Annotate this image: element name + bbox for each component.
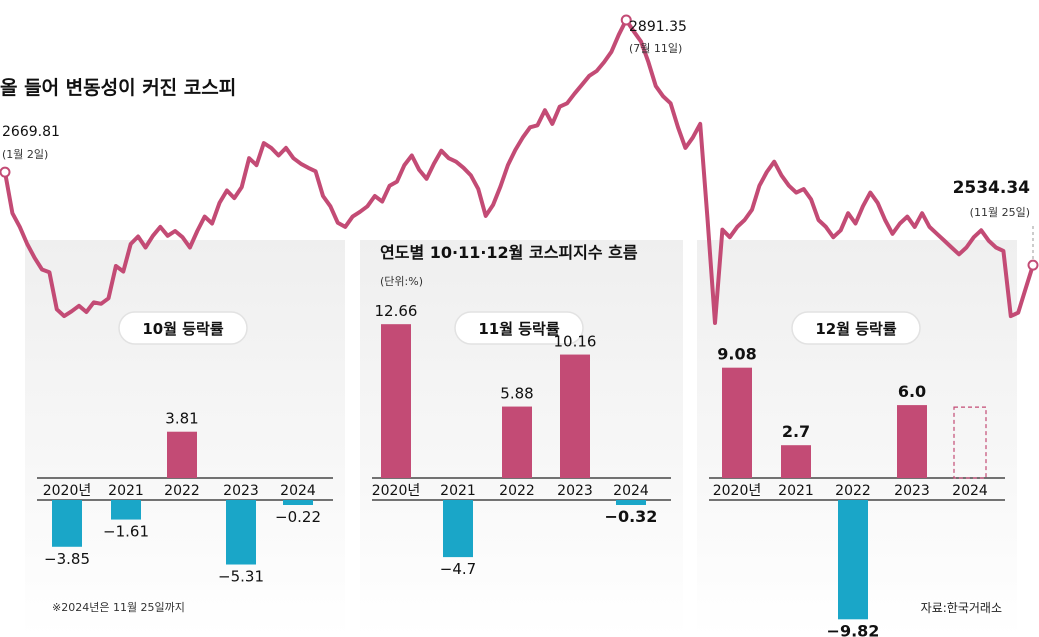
data-label: 3.81 (165, 410, 198, 428)
bar (897, 405, 927, 478)
month-pill-3 (791, 311, 921, 345)
series-point-0 (0, 166, 11, 178)
bar (226, 500, 256, 565)
category-label: 2022 (835, 483, 871, 499)
month-pill-2 (454, 311, 584, 345)
bar (443, 500, 473, 558)
month-pill-1 (118, 311, 248, 345)
annotation-value-1: 2891.35 (629, 19, 687, 35)
data-label: −1.61 (103, 523, 149, 541)
data-label: −9.82 (827, 621, 880, 637)
month-title-2: 11월 등락률 (478, 320, 559, 338)
data-label: 12.66 (375, 302, 418, 320)
bar (167, 431, 197, 478)
kospi-line-layer: 2669.81 (1월 2일) 2891.35 (7월 11일) 2534.34 (11월… (0, 14, 1039, 325)
bar (838, 500, 868, 620)
category-label: 2024 (952, 483, 988, 499)
data-label: −5.31 (218, 568, 264, 586)
annotation-value-2: 2534.34 (953, 178, 1031, 198)
series-point-1 (620, 14, 632, 26)
bar (616, 500, 646, 505)
data-label: −0.32 (605, 507, 658, 526)
category-label: 2020년 (372, 483, 421, 499)
data-label: 5.88 (500, 385, 533, 403)
sub-title: 연도별 10·11·12월 코스피지수 흐름 (380, 243, 638, 262)
month-title-3: 12월 등락률 (815, 320, 896, 338)
data-label: −0.22 (275, 508, 321, 526)
bar-panel-3: 12월 등락률 2020년 9.08 2021 2.7 2022 −9.82 2023 6.0 2… (709, 311, 1005, 637)
category-label: 2023 (557, 483, 593, 499)
kospi-series-line (3, 18, 1035, 325)
data-label: −3.85 (44, 550, 90, 568)
category-label: 2020년 (43, 483, 92, 499)
footnote: ※2024년은 11월 25일까지 (52, 600, 185, 614)
bar (722, 367, 752, 478)
month-title-1: 10월 등락률 (142, 320, 223, 338)
unit-label: (단위:%) (380, 275, 423, 288)
category-label: 2022 (499, 483, 535, 499)
annotation-date-1: (7월 11일) (629, 41, 682, 55)
category-label: 2021 (440, 483, 476, 499)
data-label: −4.7 (440, 560, 476, 578)
data-label: 2.7 (782, 422, 810, 441)
annotation-date-0: (1월 2일) (2, 147, 48, 161)
category-label: 2024 (613, 483, 649, 499)
category-label: 2023 (894, 483, 930, 499)
bar (111, 500, 141, 520)
data-label: 9.08 (717, 345, 756, 364)
series-point-2 (1027, 259, 1039, 271)
annotation-value-0: 2669.81 (2, 124, 60, 140)
category-label: 2022 (164, 483, 200, 499)
bar-panel-1: 10월 등락률 2020년 −3.85 2021 −1.61 2022 3.81 2023 −5… (37, 311, 333, 586)
bar-panel-2: 11월 등락률 2020년 12.66 2021 −4.7 2022 5.88 2023 10.… (372, 302, 671, 578)
category-label: 2021 (108, 483, 144, 499)
bar (560, 354, 590, 478)
data-label: 6.0 (898, 382, 926, 401)
bar (52, 500, 82, 547)
bar-panels: 10월 등락률 2020년 −3.85 2021 −1.61 2022 3.81 2023 −5… (37, 302, 1005, 637)
annotation-date-2: (11월 25일) (970, 205, 1030, 219)
placeholder-bar (953, 406, 987, 479)
bar (502, 406, 532, 478)
main-title: 올 들어 변동성이 커진 코스피 (0, 77, 236, 99)
bar (283, 500, 313, 505)
bar (381, 324, 411, 478)
category-label: 2021 (778, 483, 814, 499)
data-label: 10.16 (554, 333, 597, 351)
bar (781, 445, 811, 478)
category-label: 2024 (280, 483, 316, 499)
category-label: 2023 (223, 483, 259, 499)
category-label: 2020년 (713, 483, 762, 499)
source-label: 자료:한국거래소 (921, 601, 1002, 615)
